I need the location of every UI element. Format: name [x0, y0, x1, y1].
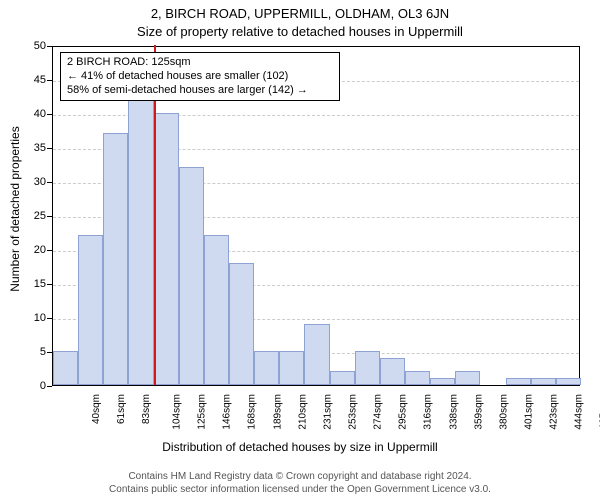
x-tick: 253sqm	[348, 394, 359, 430]
footer-line-2: Contains public sector information licen…	[0, 484, 600, 497]
histogram-bar	[455, 371, 480, 385]
chart-title-description: Size of property relative to detached ho…	[0, 24, 600, 39]
histogram-bar	[78, 235, 103, 385]
y-tick: 20	[24, 244, 46, 256]
histogram-bar	[204, 235, 229, 385]
attribution-footer: Contains HM Land Registry data © Crown c…	[0, 471, 600, 496]
x-tick: 168sqm	[247, 394, 258, 430]
y-tick: 10	[24, 312, 46, 324]
histogram-bar	[556, 378, 581, 385]
histogram-bar	[254, 351, 279, 385]
y-axis-label: Number of detached properties	[8, 44, 22, 209]
histogram-bar	[179, 167, 204, 385]
histogram-bar	[154, 113, 179, 385]
histogram-bar	[330, 371, 355, 385]
x-tick: 146sqm	[222, 394, 233, 430]
x-tick: 274sqm	[373, 394, 384, 430]
y-tick: 50	[24, 40, 46, 52]
x-tick: 231sqm	[322, 394, 333, 430]
x-tick: 444sqm	[574, 394, 585, 430]
x-tick: 401sqm	[524, 394, 535, 430]
y-tick: 30	[24, 176, 46, 188]
histogram-bar	[355, 351, 380, 385]
histogram-bar	[506, 378, 531, 385]
x-tick: 189sqm	[272, 394, 283, 430]
histogram-bar	[279, 351, 304, 385]
histogram-bar	[380, 358, 405, 385]
histogram-bar	[53, 351, 78, 385]
histogram-bar	[405, 371, 430, 385]
x-tick: 359sqm	[473, 394, 484, 430]
annotation-line-2: ← 41% of detached houses are smaller (10…	[67, 70, 333, 84]
x-tick: 210sqm	[297, 394, 308, 430]
histogram-bar	[430, 378, 455, 385]
histogram-bar	[128, 99, 153, 385]
histogram-bar	[229, 263, 254, 385]
y-tick: 35	[24, 142, 46, 154]
x-tick: 104sqm	[172, 394, 183, 430]
chart-title-address: 2, BIRCH ROAD, UPPERMILL, OLDHAM, OL3 6J…	[0, 6, 600, 21]
x-tick: 83sqm	[141, 394, 152, 424]
figure: 2, BIRCH ROAD, UPPERMILL, OLDHAM, OL3 6J…	[0, 0, 600, 500]
x-axis-label: Distribution of detached houses by size …	[0, 440, 600, 454]
x-tick: 40sqm	[91, 394, 102, 424]
x-tick: 316sqm	[423, 394, 434, 430]
annotation-line-3: 58% of semi-detached houses are larger (…	[67, 84, 333, 98]
histogram-bar	[304, 324, 329, 385]
footer-line-1: Contains HM Land Registry data © Crown c…	[0, 471, 600, 484]
y-tick: 40	[24, 108, 46, 120]
y-tick: 45	[24, 74, 46, 86]
x-tick: 338sqm	[448, 394, 459, 430]
y-tick: 0	[24, 380, 46, 392]
y-tick: 25	[24, 210, 46, 222]
histogram-bar	[103, 133, 128, 385]
x-tick: 423sqm	[549, 394, 560, 430]
annotation-box: 2 BIRCH ROAD: 125sqm ← 41% of detached h…	[60, 52, 340, 101]
annotation-line-1: 2 BIRCH ROAD: 125sqm	[67, 56, 333, 70]
x-tick: 61sqm	[116, 394, 127, 424]
x-tick: 295sqm	[398, 394, 409, 430]
y-tick: 15	[24, 278, 46, 290]
histogram-bar	[531, 378, 556, 385]
x-tick: 125sqm	[197, 394, 208, 430]
y-tick: 5	[24, 346, 46, 358]
x-tick: 380sqm	[498, 394, 509, 430]
